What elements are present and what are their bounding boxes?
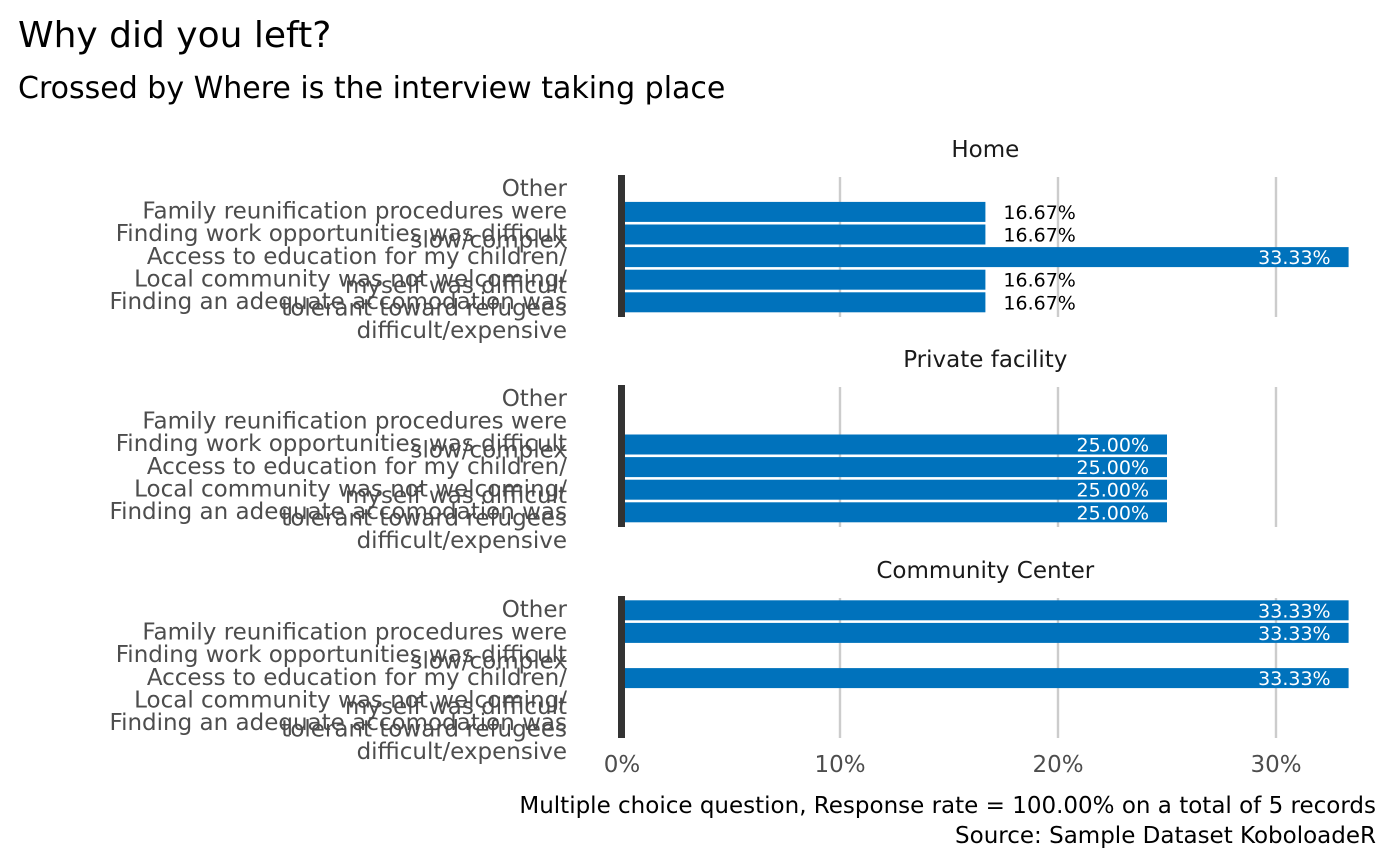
category-label: difficult/expensive (357, 528, 567, 554)
category-label: Finding work opportunities was difficult (116, 431, 567, 457)
facet-label: Community Center (876, 558, 1094, 584)
data-label: 25.00% (1077, 435, 1149, 457)
category-label: tolerant toward refugees (281, 716, 567, 742)
category-label: Local community was not welcoming/ (134, 266, 567, 292)
category-label: Finding work opportunities was difficult (116, 642, 567, 668)
category-label: Finding an adequate accomodation was (110, 499, 567, 525)
data-label: 16.67% (1003, 225, 1075, 247)
category-label: Access to education for my children/ (147, 665, 567, 691)
bar (622, 201, 986, 222)
caption-line-1: Multiple choice question, Response rate … (519, 793, 1376, 819)
data-label: 25.00% (1077, 480, 1149, 502)
category-label: slow/complex (411, 438, 567, 464)
bar (622, 224, 986, 245)
category-label: myself was difficult (345, 483, 567, 509)
x-tick-label: 30% (1250, 752, 1301, 778)
bar (622, 434, 1167, 455)
category-label: slow/complex (411, 228, 567, 254)
facet-label: Private facility (903, 347, 1067, 373)
category-label: Local community was not welcoming/ (134, 476, 567, 502)
bar (622, 479, 1167, 500)
caption-line-2: Source: Sample Dataset KoboloadeR (955, 823, 1376, 849)
category-label: Finding an adequate accomodation was (110, 289, 567, 315)
category-label: Other (502, 597, 568, 623)
category-label: Access to education for my children/ (147, 454, 567, 480)
bar (622, 269, 986, 290)
data-label: 33.33% (1258, 623, 1330, 645)
x-tick-label: 20% (1032, 752, 1083, 778)
data-label: 33.33% (1258, 668, 1330, 690)
data-label: 25.00% (1077, 502, 1149, 524)
data-label: 25.00% (1077, 457, 1149, 479)
bar (622, 247, 1349, 268)
category-label: tolerant toward refugees (281, 505, 567, 531)
category-label: myself was difficult (345, 273, 567, 299)
chart-title: Why did you left? (18, 15, 331, 56)
bar (622, 292, 986, 313)
category-label: Family reunification procedures were (142, 199, 567, 225)
facet-label: Home (951, 137, 1019, 163)
bar (622, 502, 1167, 523)
zero-axis-line (618, 175, 625, 317)
data-label: 33.33% (1258, 247, 1330, 269)
category-label: Other (502, 386, 568, 412)
category-label: Access to education for my children/ (147, 244, 567, 270)
category-label: Local community was not welcoming/ (134, 687, 567, 713)
x-axis: 0% 10% 20% 30% (604, 752, 1302, 778)
category-label: myself was difficult (345, 694, 567, 720)
x-tick-label: 10% (814, 752, 865, 778)
zero-axis-line (618, 385, 625, 527)
chart-subtitle: Crossed by Where is the interview taking… (18, 71, 725, 106)
bar (622, 622, 1349, 643)
category-label: Other (502, 176, 568, 202)
category-label: Finding work opportunities was difficult (116, 221, 567, 247)
category-label: difficult/expensive (357, 739, 567, 765)
data-label: 16.67% (1003, 270, 1075, 292)
category-label: Family reunification procedures were (142, 620, 567, 646)
category-label: tolerant toward refugees (281, 295, 567, 321)
data-label: 16.67% (1003, 292, 1075, 314)
data-label: 16.67% (1003, 202, 1075, 224)
zero-axis-line (618, 596, 625, 738)
category-label: Family reunification procedures were (142, 409, 567, 435)
bar (622, 457, 1167, 478)
data-label: 33.33% (1258, 600, 1330, 622)
bar (622, 668, 1349, 689)
x-tick-label: 0% (604, 752, 641, 778)
category-label: difficult/expensive (357, 318, 567, 344)
category-label: slow/complex (411, 649, 567, 675)
bar (622, 600, 1349, 621)
category-label: Finding an adequate accomodation was (110, 710, 567, 736)
